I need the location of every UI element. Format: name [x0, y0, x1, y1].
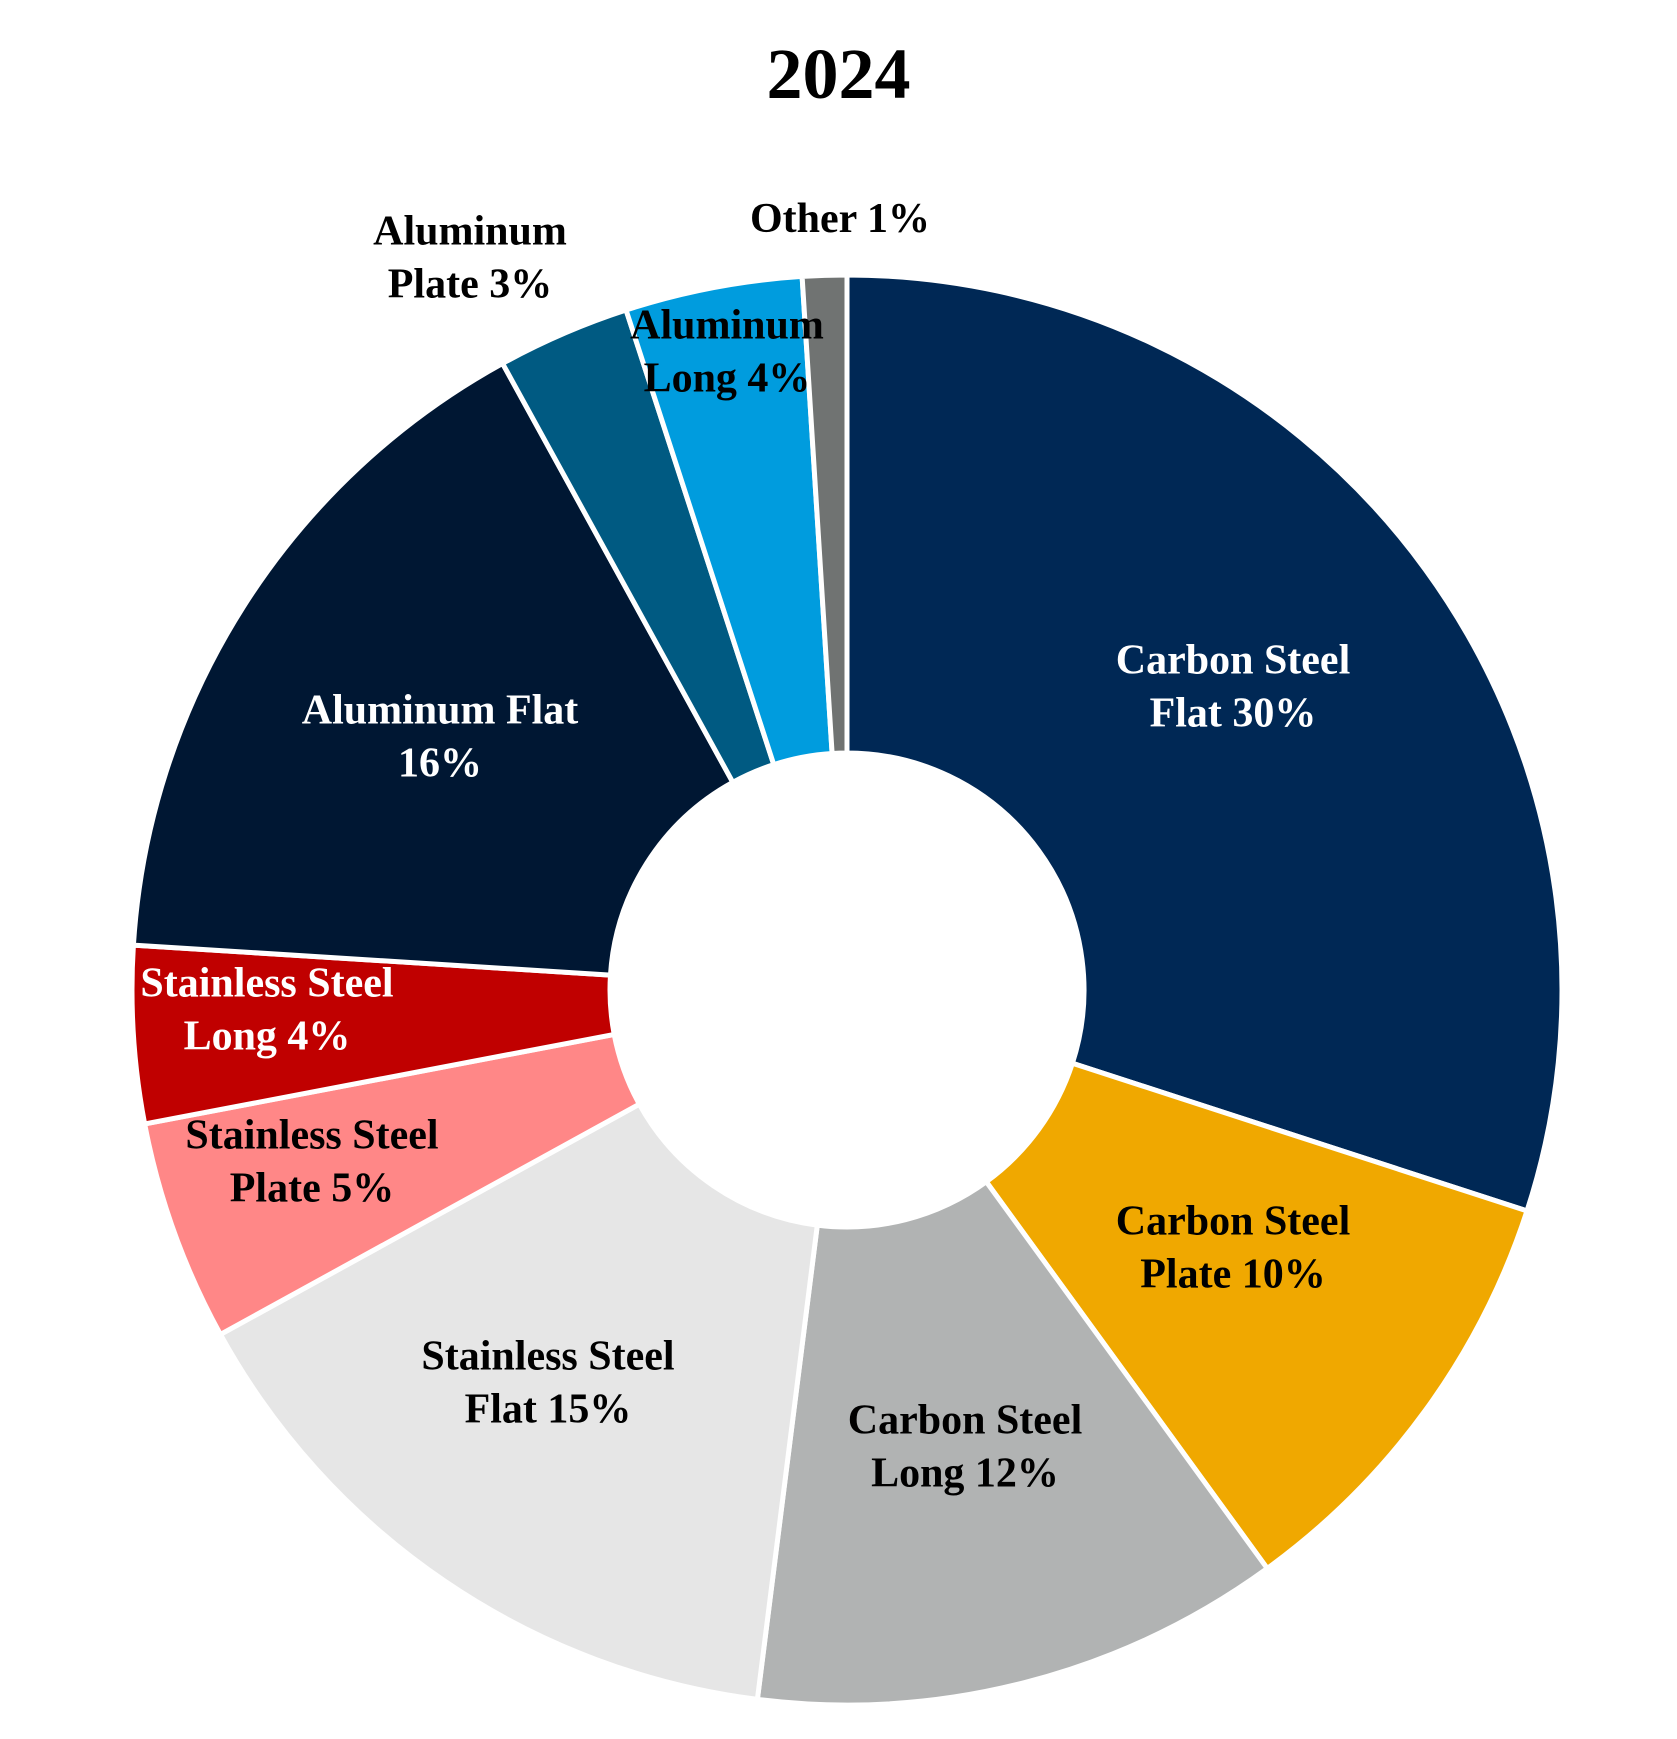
pie-slice — [754, 1179, 1270, 1708]
slice-label-line: Plate 3% — [388, 262, 552, 308]
pie-slice — [130, 360, 736, 978]
slice-label-line: Stainless Steel — [140, 961, 393, 1007]
slice-label: Other 1% — [750, 196, 930, 242]
pie-slice — [142, 1031, 642, 1337]
slice-label-line: Long 4% — [184, 1014, 351, 1060]
slice-label-line: Stainless Steel — [185, 1113, 438, 1159]
slice-label-line: Long 4% — [644, 356, 811, 402]
pie-slice — [844, 272, 1565, 1214]
chart-title: 2024 — [766, 34, 911, 114]
slice-label-line: Carbon Steel — [848, 1398, 1083, 1444]
slice-label-line: Flat 30% — [1150, 691, 1317, 737]
slice-label-line: Other 1% — [750, 196, 930, 242]
slice-label-line: Plate 5% — [230, 1166, 394, 1212]
pie-slice — [983, 1060, 1530, 1571]
slice-label-line: Aluminum — [373, 209, 567, 255]
slice-label-line: Stainless Steel — [421, 1334, 674, 1380]
slice-label-line: Carbon Steel — [1116, 638, 1351, 684]
pie-slice — [799, 272, 850, 756]
slice-label: Aluminum Long 4% — [630, 303, 824, 402]
slice-label: Stainless Steel Long 4% — [140, 961, 393, 1060]
slice-label-line: Aluminum Flat — [302, 688, 579, 734]
slice-label-line: 16% — [398, 741, 482, 787]
slice-label-line: Plate 10% — [1140, 1252, 1325, 1298]
slice-label: Carbon Steel Long 12% — [848, 1398, 1083, 1497]
slice-label-line: Carbon Steel — [1116, 1199, 1351, 1245]
slice-label: Carbon Steel Flat 30% — [1116, 638, 1351, 737]
slice-label: Stainless Steel Flat 15% — [421, 1334, 674, 1433]
slice-label: Carbon Steel Plate 10% — [1116, 1199, 1351, 1298]
slice-label: Stainless Steel Plate 5% — [185, 1113, 438, 1212]
slice-label: Aluminum Plate 3% — [373, 209, 567, 308]
slice-label-line: Aluminum — [630, 303, 824, 349]
slice-label-line: Flat 15% — [465, 1387, 632, 1433]
slice-label-line: Long 12% — [871, 1451, 1059, 1497]
slice-label: Aluminum Flat 16% — [302, 688, 579, 787]
